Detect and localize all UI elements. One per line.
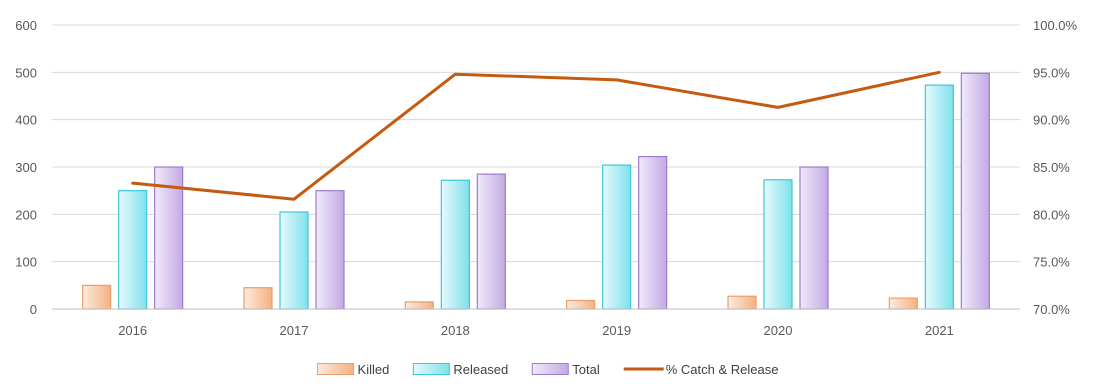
left-tick-label: 300 [15, 160, 37, 175]
right-tick-label: 100.0% [1033, 18, 1078, 33]
line-catch-release [131, 70, 941, 201]
bar-released-2019 [602, 164, 632, 310]
left-tick-label: 100 [15, 255, 37, 270]
bar-total-2017 [315, 190, 345, 310]
bar-total-2020 [799, 166, 829, 310]
bar-total-2019 [638, 155, 668, 310]
x-tick-label: 2019 [602, 323, 631, 338]
left-tick-label: 400 [15, 113, 37, 128]
right-tick-label: 70.0% [1033, 302, 1070, 317]
bar-total-2018 [476, 173, 506, 310]
bar-killed-2018 [404, 301, 434, 310]
x-tick-label: 2018 [441, 323, 470, 338]
bar-released-2020 [763, 179, 793, 310]
x-tick-label: 2021 [925, 323, 954, 338]
bar-killed-2019 [566, 299, 596, 310]
right-axis: 70.0% 75.0% 80.0% 85.0% 90.0% 95.0% 100.0% [1033, 18, 1078, 317]
gridlines [52, 24, 1020, 263]
right-tick-label: 95.0% [1033, 65, 1070, 80]
legend-label: Released [453, 362, 508, 377]
line-series [131, 70, 941, 201]
right-tick-label: 80.0% [1033, 207, 1070, 222]
x-tick-label: 2017 [280, 323, 309, 338]
legend-label: Total [572, 362, 600, 377]
legend-item-released: Released [412, 362, 508, 377]
bar-killed-2021 [888, 297, 918, 310]
legend-label: Killed [358, 362, 390, 377]
bar-killed-2017 [243, 287, 273, 310]
bar-released-2016 [118, 190, 148, 310]
left-tick-label: 200 [15, 207, 37, 222]
right-tick-label: 85.0% [1033, 160, 1070, 175]
right-tick-label: 90.0% [1033, 113, 1070, 128]
bars [82, 72, 990, 310]
x-tick-label: 2016 [118, 323, 147, 338]
left-tick-label: 600 [15, 18, 37, 33]
legend-swatch [412, 363, 450, 375]
legend-swatch [531, 363, 569, 375]
x-tick-label: 2020 [764, 323, 793, 338]
bar-total-2021 [960, 72, 990, 310]
legend: Killed Released Total % Catch & Release [317, 362, 779, 377]
left-axis: 0 100 200 300 400 500 600 [15, 18, 37, 317]
left-tick-label: 500 [15, 65, 37, 80]
bar-released-2017 [279, 211, 309, 310]
x-axis: 2016 2017 2018 2019 2020 2021 [118, 323, 954, 338]
legend-item-total: Total [531, 362, 600, 377]
legend-item-killed: Killed [317, 362, 390, 377]
legend-label: % Catch & Release [666, 362, 779, 377]
bar-released-2021 [924, 84, 954, 310]
bar-killed-2016 [82, 284, 112, 310]
left-tick-label: 0 [30, 302, 37, 317]
legend-item--catch-release: % Catch & Release [623, 362, 779, 377]
bar-released-2018 [440, 179, 470, 310]
bar-killed-2020 [727, 295, 757, 310]
legend-swatch [317, 363, 355, 375]
right-tick-label: 75.0% [1033, 255, 1070, 270]
